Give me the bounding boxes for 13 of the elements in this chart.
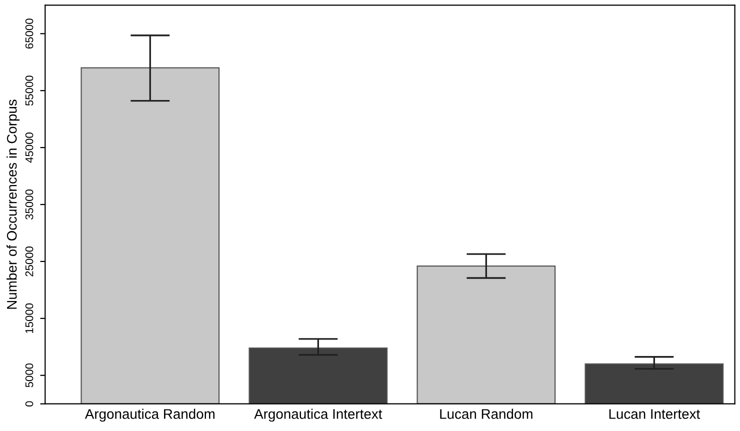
x-tick-label: Argonautica Intertext — [254, 408, 382, 422]
x-tick-label: Lucan Random — [440, 408, 532, 419]
y-axis-title: Number of Occurrences in Corpus — [6, 100, 20, 309]
y-tick-label: 45000 — [25, 132, 34, 163]
y-tick-label: 25000 — [25, 246, 34, 276]
y-tick-label: 5000 — [25, 363, 34, 388]
y-tick-label: 65000 — [25, 18, 34, 49]
x-tick-label: Lucan Intertext — [609, 409, 700, 419]
y-tick-label: 55000 — [25, 76, 34, 106]
y-tick-label: 0 — [25, 401, 34, 406]
y-tick-label: 15000 — [25, 303, 34, 334]
y-tick-label: 35000 — [25, 189, 34, 220]
x-tick-label: Argonautica Random — [84, 408, 214, 422]
